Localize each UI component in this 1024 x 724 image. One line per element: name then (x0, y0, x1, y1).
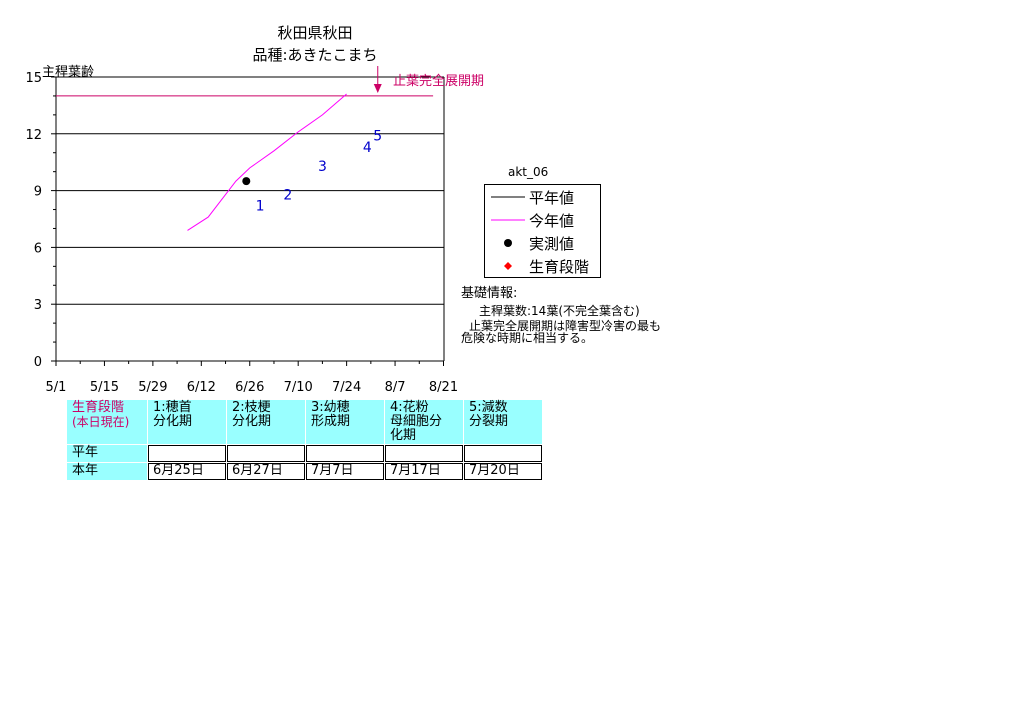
legend-label: 平年値 (529, 189, 575, 207)
stage-header-title: 生育段階 (72, 400, 125, 415)
y-tick-label: 12 (25, 128, 42, 143)
y-tick-label: 0 (34, 355, 42, 370)
series-line (187, 93, 347, 231)
legend-item-this-year: 今年値 (485, 209, 600, 231)
legend-dot-icon (504, 239, 512, 247)
info-line2: 止葉完全展開期は障害型冷害の最も (469, 319, 662, 333)
stage-column-4: 4:花粉 母細胞分 化期 (385, 400, 463, 444)
x-tick-label: 5/29 (138, 380, 167, 395)
legend-diamond-icon (504, 262, 512, 270)
row-label-normal: 平年 (67, 445, 147, 462)
x-tick-label: 6/12 (187, 380, 216, 395)
legend-label: 実測値 (529, 235, 575, 253)
info-line3: 危険な時期に相当する。 (461, 331, 594, 345)
y-tick-label: 9 (34, 185, 42, 200)
legend-item-measured: 実測値 (485, 232, 600, 254)
normal-cell (227, 445, 305, 462)
arrow-head (373, 84, 382, 93)
x-tick-label: 7/24 (332, 380, 361, 395)
chart-grid (56, 76, 445, 361)
x-tick-label: 6/26 (235, 380, 264, 395)
stage-table-normal-row: 平年 (67, 445, 542, 462)
x-tick-label: 8/21 (429, 380, 458, 395)
normal-cell (385, 445, 463, 462)
legend-label: 生育段階 (529, 258, 590, 276)
normal-cell (306, 445, 384, 462)
legend-line-icon (491, 219, 525, 221)
stage-column-3: 3:幼穂 形成期 (306, 400, 384, 444)
this-year-date: 7月17日 (385, 463, 463, 480)
stage-marker-label: 3 (318, 159, 327, 175)
stage-table: 生育段階 (本日現在) 1:穂首 分化期 2:枝梗 分化期 3:幼穂 形成期 4:花粉… (66, 399, 543, 481)
this-year-date: 6月25日 (148, 463, 226, 480)
legend-label: 今年値 (529, 212, 575, 230)
y-tick-label: 3 (34, 298, 42, 313)
stage-column-1: 1:穂首 分化期 (148, 400, 226, 444)
data-point (242, 177, 251, 186)
stage-column-5: 5:減数 分裂期 (464, 400, 542, 444)
legend-line-icon (491, 196, 525, 198)
stage-markers: 1 2 3 45 (256, 129, 383, 215)
this-year-date: 7月7日 (306, 463, 384, 480)
stage-table-header: 生育段階 (本日現在) (67, 400, 147, 444)
this-year-date: 6月27日 (227, 463, 305, 480)
chart-series (56, 93, 434, 231)
y-axis-label: 主稈葉齢 (42, 65, 95, 80)
stage-marker-label: 2 (283, 187, 292, 203)
stage-marker-label: 5 (373, 129, 382, 145)
legend-item-normal: 平年値 (485, 186, 600, 208)
x-tick-label: 7/10 (284, 380, 313, 395)
info-heading: 基礎情報: (461, 286, 518, 301)
x-tick-label: 5/1 (46, 380, 67, 395)
row-label-this-year: 本年 (67, 463, 147, 480)
chart-title-line2: 品種:あきたこまち (252, 46, 378, 64)
legend-header: akt_06 (508, 165, 549, 179)
stage-column-2: 2:枝梗 分化期 (227, 400, 305, 444)
stage-marker-label: 1 (256, 199, 265, 215)
legend: 平年値 今年値 実測値 生育段階 (484, 184, 601, 278)
this-year-date: 7月20日 (464, 463, 542, 480)
y-tick-label: 6 (34, 241, 42, 256)
chart-title-line1: 秋田県秋田 (277, 24, 353, 42)
y-tick-label: 15 (25, 71, 42, 86)
info-line1: 主稈葉数:14葉(不完全葉含む) (479, 304, 640, 318)
stage-header-subtitle: (本日現在) (72, 415, 130, 429)
legend-item-stage: 生育段階 (485, 255, 600, 277)
stage-marker-label: 4 (363, 140, 372, 156)
annotation-arrow (373, 66, 382, 93)
normal-cell (148, 445, 226, 462)
normal-cell (464, 445, 542, 462)
stage-table-this-year-row: 本年 6月25日 6月27日 7月7日 7月17日 7月20日 (67, 463, 542, 480)
x-tick-label: 8/7 (385, 380, 406, 395)
stage-table-header-row: 生育段階 (本日現在) 1:穂首 分化期 2:枝梗 分化期 3:幼穂 形成期 4:花粉… (67, 400, 542, 444)
annotation-label: 止葉完全展開期 (393, 74, 485, 89)
x-tick-label: 5/15 (90, 380, 119, 395)
